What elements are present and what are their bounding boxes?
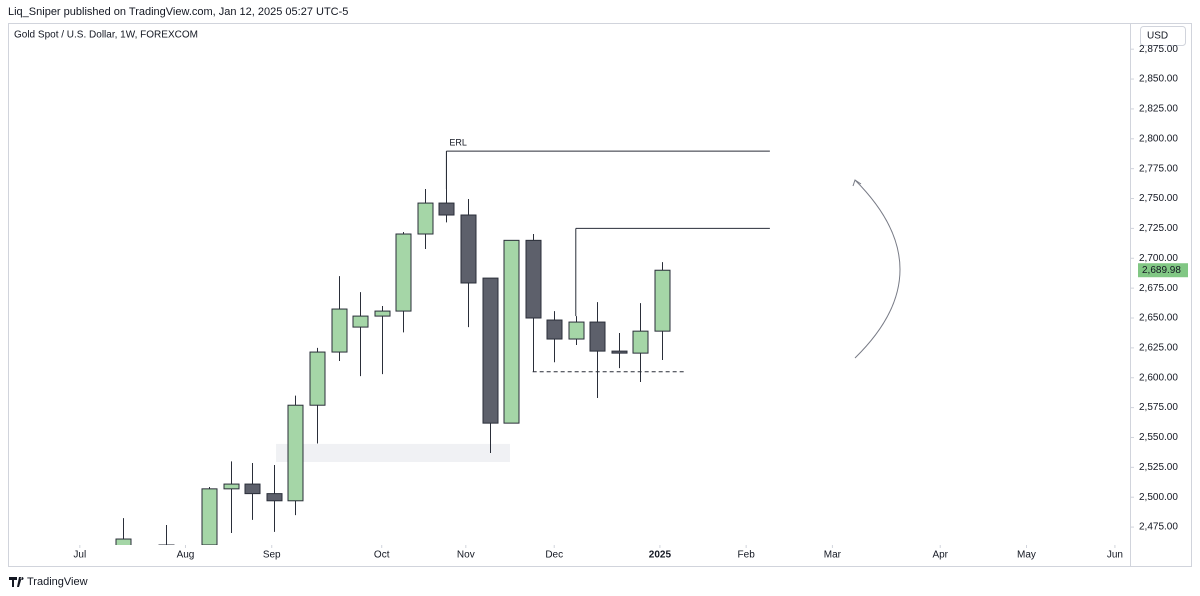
candle-body bbox=[503, 239, 520, 424]
chart-title: Gold Spot / U.S. Dollar, 1W, FOREXCOM bbox=[14, 30, 198, 41]
candle-body bbox=[309, 351, 326, 406]
candle-body bbox=[460, 214, 477, 284]
candle-body bbox=[589, 321, 606, 352]
y-tick-label: 2,850.00 bbox=[1139, 74, 1178, 85]
y-tick-label: 2,600.00 bbox=[1139, 372, 1178, 383]
x-tick-label: May bbox=[1017, 550, 1036, 561]
y-tick-label: 2,475.00 bbox=[1139, 522, 1178, 533]
candle-body bbox=[568, 321, 585, 340]
footer: TradingView bbox=[27, 576, 88, 588]
x-tick-label: Feb bbox=[738, 550, 756, 561]
candle-body bbox=[654, 269, 671, 332]
candle-body bbox=[374, 310, 391, 317]
x-tick-label: Jun bbox=[1107, 550, 1123, 561]
x-tick-label: Mar bbox=[824, 550, 842, 561]
y-tick-label: 2,725.00 bbox=[1139, 223, 1178, 234]
last-price-label: 2,689.98 bbox=[1142, 265, 1181, 276]
candle-body bbox=[158, 544, 175, 545]
currency[interactable]: USD bbox=[1147, 31, 1168, 42]
y-tick-label: 2,650.00 bbox=[1139, 313, 1178, 324]
x-tick-label: Oct bbox=[374, 550, 390, 561]
currency-button[interactable] bbox=[1140, 26, 1186, 46]
candle-body bbox=[525, 239, 542, 319]
candle-body bbox=[395, 233, 412, 312]
y-tick-label: 2,575.00 bbox=[1139, 402, 1178, 413]
plot bbox=[115, 150, 770, 545]
candle-body bbox=[611, 350, 628, 354]
y-tick-label: 2,775.00 bbox=[1139, 163, 1178, 174]
y-tick-label: 2,525.00 bbox=[1139, 462, 1178, 473]
last-price-box bbox=[1138, 263, 1188, 278]
arrow-head bbox=[852, 179, 862, 187]
candle-body bbox=[546, 319, 563, 340]
y-tick-label: 2,625.00 bbox=[1139, 343, 1178, 354]
y-tick-label: 2,825.00 bbox=[1139, 104, 1178, 115]
y-tick-label: 2,500.00 bbox=[1139, 492, 1178, 503]
header: Liq_Sniper published on TradingView.com,… bbox=[8, 6, 348, 18]
candle-body bbox=[482, 277, 499, 424]
candle-body bbox=[417, 202, 434, 235]
x-tick-label: Sep bbox=[263, 550, 281, 561]
y-tick-label: 2,875.00 bbox=[1139, 44, 1178, 55]
candle-body bbox=[244, 483, 261, 495]
x-tick-label: 2025 bbox=[649, 550, 672, 561]
x-tick-label: Apr bbox=[932, 550, 948, 561]
tv-logo bbox=[9, 577, 24, 587]
y-tick-label: 2,800.00 bbox=[1139, 133, 1178, 144]
candle-body bbox=[223, 483, 240, 490]
arrow bbox=[854, 179, 901, 359]
candle-body bbox=[331, 308, 348, 353]
erl-label: ERL bbox=[449, 137, 467, 147]
candle-body bbox=[438, 202, 455, 216]
zone bbox=[276, 443, 511, 462]
candle-body bbox=[287, 404, 304, 502]
frame bbox=[8, 23, 1192, 567]
x-tick-label: Aug bbox=[177, 550, 195, 561]
candle-body bbox=[632, 330, 649, 354]
x-tick-label: Dec bbox=[545, 550, 563, 561]
y-tick-label: 2,550.00 bbox=[1139, 432, 1178, 443]
x-tick-label: Nov bbox=[457, 550, 475, 561]
candle-body bbox=[201, 488, 218, 545]
x-tick-label: Jul bbox=[73, 550, 86, 561]
y-tick-label: 2,675.00 bbox=[1139, 283, 1178, 294]
y-tick-label: 2,700.00 bbox=[1139, 253, 1178, 264]
y-tick-label: 2,750.00 bbox=[1139, 193, 1178, 204]
candle-body bbox=[115, 538, 132, 545]
candle-body bbox=[352, 315, 369, 328]
candle-body bbox=[266, 493, 283, 502]
